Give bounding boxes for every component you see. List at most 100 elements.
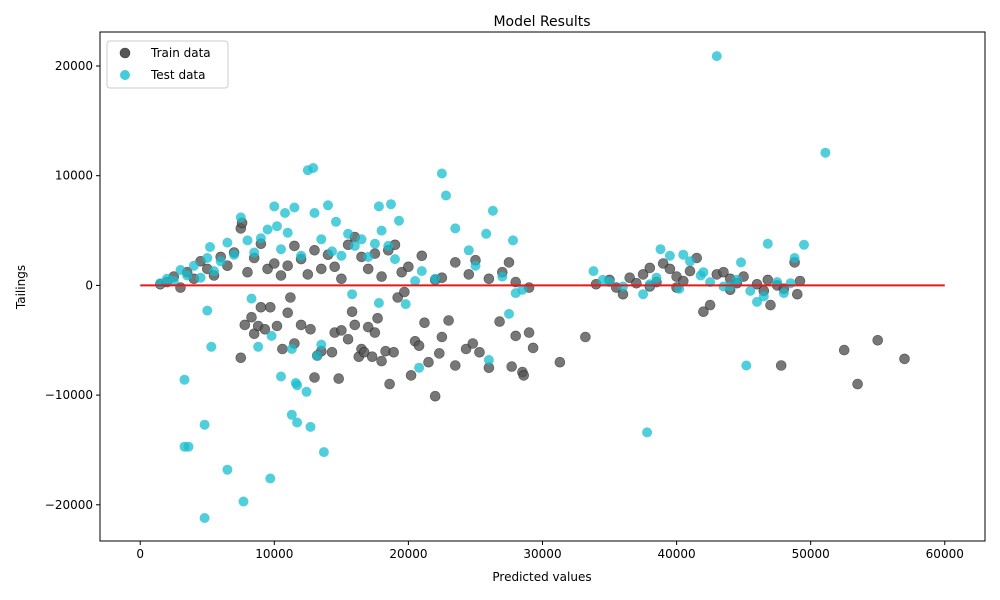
test-data-point [369,238,380,249]
test-data-point [253,341,264,352]
test-data-point [280,208,290,218]
test-data-point [262,224,273,235]
train-data-point [899,353,910,365]
test-data-point [745,285,756,296]
train-data-point [483,273,495,285]
train-data-point [765,299,776,311]
train-data-point [362,263,374,275]
test-data-point [785,278,796,289]
plot-frame [99,31,986,542]
test-data-point [731,274,742,285]
test-data-point [238,496,249,507]
test-data-point [430,273,441,284]
train-data-point [242,266,253,278]
x-tick-label: 60000 [926,547,964,561]
train-data-point [329,261,341,273]
test-data-point [269,201,280,212]
train-data-point [704,299,716,311]
test-data-point [265,473,276,484]
train-data-point [872,334,884,346]
train-data-point [449,257,461,268]
train-data-point [631,277,642,289]
test-data-point [286,344,297,354]
train-data-point [684,265,696,277]
test-data-point [752,296,762,307]
test-data-point [517,284,528,295]
train-data-point [333,373,345,384]
train-data-point [419,317,430,329]
train-data-point [342,333,354,345]
train-data-point [268,258,280,269]
test-data-point [308,163,319,173]
test-data-point [504,308,514,319]
train-data-point [309,372,320,383]
test-data-point [309,208,320,218]
legend: Train data Test data [106,40,229,89]
test-data-point [416,266,427,277]
test-data-point [363,251,374,262]
test-data-point [292,417,303,428]
test-data-point [255,233,266,244]
test-data-point [183,441,194,452]
train-data-point [775,360,787,371]
test-data-point [296,250,307,261]
test-data-point [487,205,498,216]
test-data-point [242,235,253,246]
train-data-point [523,327,535,338]
x-tick-label: 0 [136,547,144,561]
train-data-point [664,263,676,275]
train-data-point [366,351,378,363]
test-data-point [316,339,327,350]
test-data-point [229,249,240,260]
train-data-point [698,306,709,318]
test-data-point [383,240,394,251]
train-data-point [506,361,518,372]
train-data-point [376,271,387,282]
test-data-point [222,464,233,475]
train-data-point [503,257,515,268]
train-data-point [405,370,417,381]
test-data-point [312,350,323,361]
test-data-point [655,244,666,255]
train-data-point [554,356,566,368]
test-data-point [436,168,447,179]
train-data-point [235,352,247,364]
test-data-point [188,260,199,271]
y-tick-label: 20000 [55,59,93,73]
test-data-point [318,447,329,458]
test-data-point [343,228,354,239]
chart-title: Model Results [493,14,590,30]
test-data-point [400,299,411,310]
test-data-point [175,265,186,275]
train-data-point [336,273,347,285]
test-data-point [410,276,421,286]
test-data-point [305,421,316,432]
train-data-point [255,301,267,313]
test-data-point [762,238,773,249]
test-data-point [179,374,190,385]
test-data-point [497,271,508,282]
test-data-point [199,419,210,430]
train-data-point [852,378,863,390]
test-data-point [414,362,425,373]
test-data-point [282,227,293,238]
test-data-point [725,281,736,292]
test-data-point [327,246,337,257]
test-data-point [642,427,653,438]
y-tick-label: −20000 [45,498,93,512]
train-data-point [463,269,475,280]
train-data-point [403,261,414,273]
test-data-point [644,279,655,290]
train-data-point [277,343,288,355]
train-data-point [580,331,591,343]
train-data-point [326,346,338,358]
train-data-point [336,325,347,336]
x-axis-ticks: 0 10000 20000 30000 40000 50000 60000 [136,541,964,561]
train-data-point [791,288,803,300]
test-data-point [182,270,193,281]
train-data-point [762,274,774,286]
test-data-point [373,201,384,212]
legend-marker-train [119,47,131,59]
train-data-point [275,270,287,281]
test-data-point [301,386,312,397]
